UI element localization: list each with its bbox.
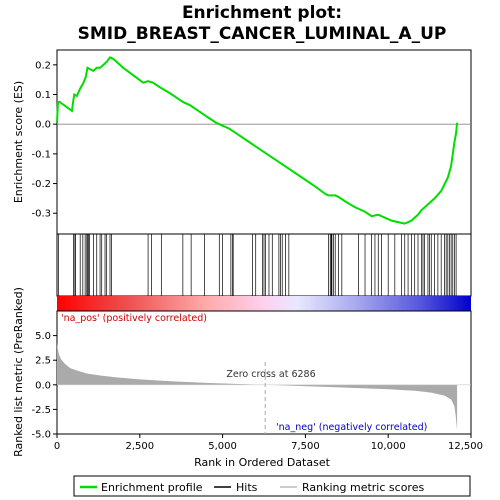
hits-layer (58, 234, 457, 296)
legend-box (73, 475, 471, 497)
neg-label: 'na_neg' (negatively correlated) (276, 422, 427, 433)
legend-label-metric: Ranking metric scores (302, 481, 424, 494)
es-layer (56, 56, 471, 225)
es-y-tick-label: 0.2 (35, 60, 51, 71)
es-y-tick-label: -0.3 (31, 209, 51, 220)
metric-y-tick-label: -5.0 (31, 430, 51, 441)
es-y-tick-label: -0.2 (31, 179, 51, 190)
chart-title-line1: Enrichment plot: (182, 3, 342, 23)
es-y-tick-label: -0.1 (31, 149, 51, 160)
metric-area (57, 342, 458, 431)
x-tick-label: 12,500 (448, 441, 483, 452)
x-tick-label: 2,500 (125, 441, 154, 452)
metric-layer (57, 342, 471, 434)
es-profile-line (56, 56, 459, 225)
metric-y-tick-label: -2.5 (31, 405, 51, 416)
chart-title-line2: SMID_BREAST_CANCER_LUMINAL_A_UP (78, 24, 447, 44)
metric-y-tick-label: 2.5 (35, 356, 51, 367)
es-y-tick-label: 0.0 (35, 120, 51, 131)
x-tick-label: 7,500 (291, 441, 320, 452)
y-axis-label-es: Enrichment score (ES) (12, 81, 25, 203)
metric-panel (56, 310, 472, 435)
metric-y-tick-label: 0.0 (35, 380, 51, 391)
es-y-tick-label: 0.1 (35, 90, 51, 101)
zero-cross-label: Zero cross at 6286 (226, 369, 315, 380)
rank-color-bar (57, 296, 471, 311)
x-tick-label: 10,000 (371, 441, 406, 452)
pos-label: 'na_pos' (positively correlated) (61, 313, 207, 324)
es-panel (56, 49, 472, 235)
x-tick-label: 5,000 (208, 441, 237, 452)
legend-label-hits: Hits (236, 481, 258, 494)
y-axis-label-metric: Ranked list metric (PreRanked) (12, 287, 25, 457)
x-tick-label: 0 (54, 441, 60, 452)
x-axis-label: Rank in Ordered Dataset (194, 456, 331, 469)
legend-label-es: Enrichment profile (101, 481, 203, 494)
metric-y-tick-label: 5.0 (35, 331, 51, 342)
axes-layer: 0.2 0.1 0.0 -0.1 -0.2 -0.3 5.0 2.5 0.0 -2.5 -5.00 2… (31, 60, 483, 452)
